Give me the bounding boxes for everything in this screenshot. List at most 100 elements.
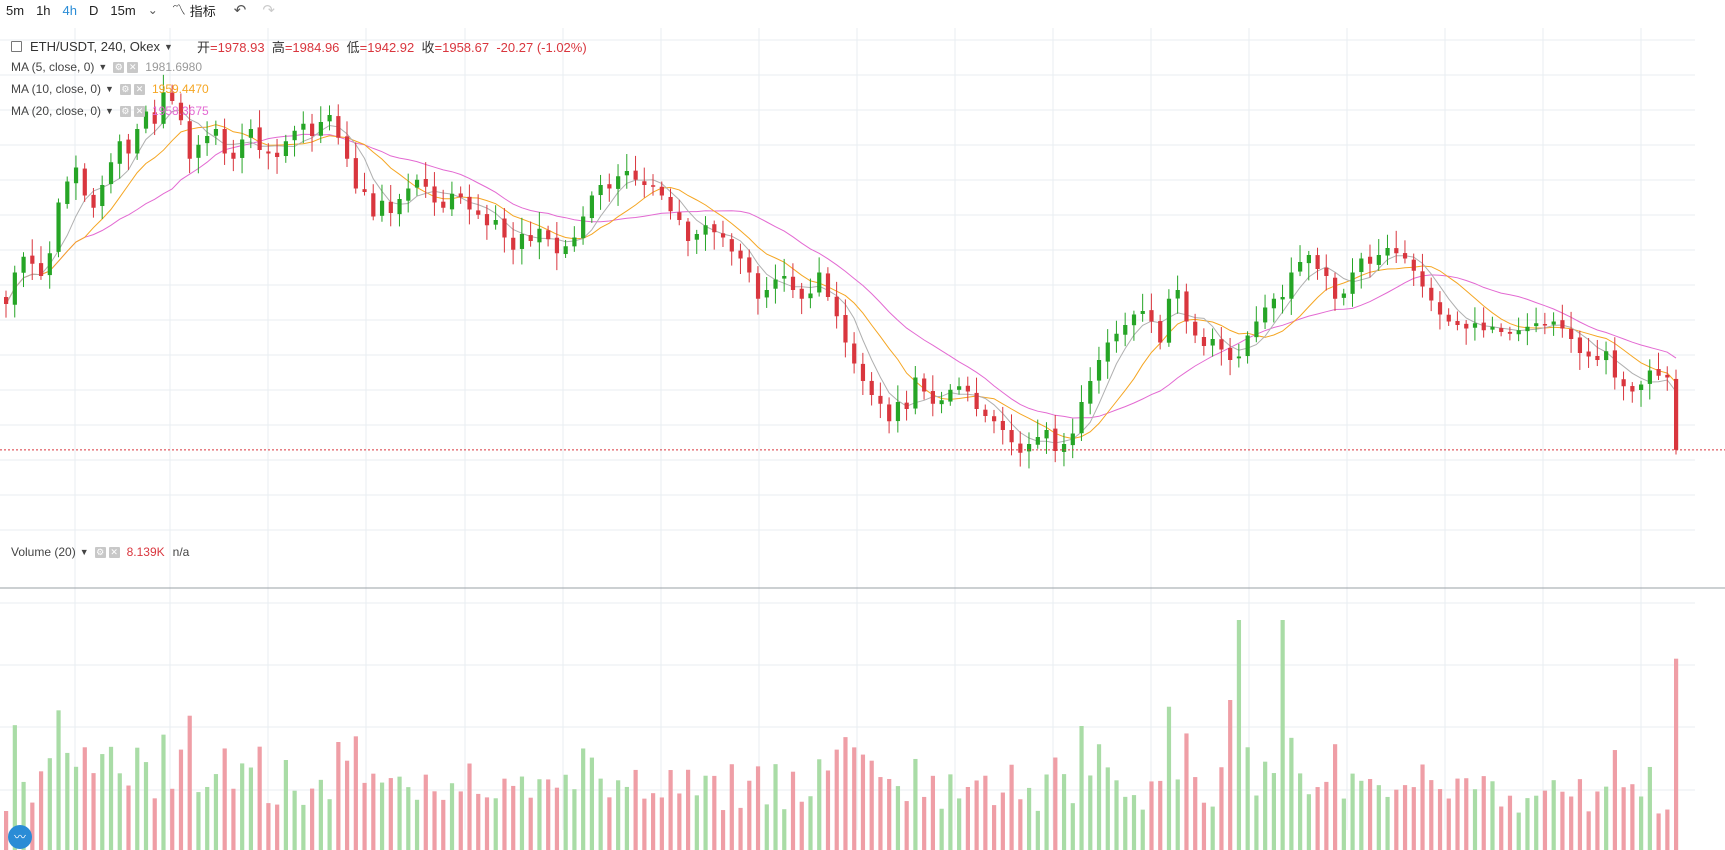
open-value: 1978.93 [217,40,265,55]
candle-body [537,228,542,243]
candle-body [1534,323,1539,327]
volume-bar [1385,796,1390,850]
candle-body [196,144,201,158]
ma10-label[interactable]: MA (10, close, 0) [11,82,102,96]
volume-bar [720,810,726,850]
chevron-down-icon[interactable]: ▼ [79,547,89,557]
settings-icon[interactable]: ⚙ [119,105,131,117]
volume-bar [1560,791,1565,850]
candle-body [1665,374,1670,378]
candle-body [187,121,192,159]
candle-body [82,168,87,196]
candle-body [91,194,96,208]
candle-body [633,170,638,180]
candle-body [467,196,472,210]
candle-body [895,402,901,422]
close-icon[interactable]: ✕ [108,546,120,558]
candle-body [668,196,673,212]
candle-body [1402,253,1408,259]
candle-body [152,112,157,124]
candle-body [484,214,490,226]
change-value: -20.27 (-1.02%) [496,40,587,55]
candle-body [528,235,533,241]
price-chart[interactable] [0,20,1725,850]
volume-legend: Volume (20) ▼ ⚙ ✕ 8.139K n/a [11,545,189,559]
volume-bar [1298,773,1303,850]
settings-icon[interactable]: ⚙ [94,546,106,558]
settings-icon[interactable]: ⚙ [119,83,131,95]
volume-bar [1088,775,1093,850]
low-label: 低 [346,40,360,55]
timeframe-5m[interactable]: 5m [6,2,25,18]
candle-body [1009,430,1014,443]
volume-bar [73,766,79,850]
settings-icon[interactable]: ⚙ [113,61,125,73]
volume-bar [1481,776,1486,850]
candle-body [1035,437,1040,445]
timeframe-4h[interactable]: 4h [62,2,77,18]
chevron-down-icon[interactable]: ▼ [105,106,114,116]
symbol-name[interactable]: ETH/USDT, 240, Okex [30,39,161,54]
candle-body [834,296,839,317]
candle-body [1315,255,1320,269]
candle-body [1219,339,1224,350]
open-label: 开 [196,40,210,55]
candle-body [353,158,358,189]
timeframe-1h[interactable]: 1h [36,2,51,18]
ma20-label[interactable]: MA (20, close, 0) [11,104,102,118]
volume-bar [257,746,262,850]
indicators-button[interactable]: 〽 指标 [164,0,224,20]
candle-body [572,237,577,247]
volume-bar [1490,781,1495,850]
candle-body [878,395,883,404]
candle-body [397,199,402,215]
timeframe-15m[interactable]: 15m [110,2,136,18]
volume-bar [441,799,446,850]
undo-icon[interactable]: ↶ [233,2,247,19]
candle-body [449,193,455,210]
candle-body [1621,379,1626,387]
volume-bar [1665,809,1670,850]
timeframe-d[interactable]: D [89,2,99,18]
volume-bar [1096,744,1102,850]
volume-label[interactable]: Volume (20) [11,545,76,559]
volume-bar [310,788,315,850]
candle-body [939,400,944,405]
ma5-label[interactable]: MA (5, close, 0) [11,60,95,74]
collapse-icon[interactable] [11,41,22,52]
close-icon[interactable]: ✕ [133,83,145,95]
chevron-down-icon[interactable]: ▼ [164,41,173,52]
volume-bar [1324,781,1329,850]
candle-body [1044,430,1049,439]
candle-body [1647,370,1652,384]
ma5-legend: MA (5, close, 0) ▼ ⚙ ✕ 1981.6980 [11,60,202,74]
candle-body [406,188,411,201]
chevron-down-icon[interactable]: ▼ [105,84,114,94]
candle-body [1018,443,1023,453]
candle-body [519,234,525,249]
close-icon[interactable]: ✕ [127,61,139,73]
candle-body [1639,384,1644,391]
ma20-value: 1958.3675 [151,104,209,118]
candle-body [581,216,586,239]
ma10-legend: MA (10, close, 0) ▼ ⚙ ✕ 1959.4470 [11,82,209,96]
candle-body [135,129,140,154]
candle-body [825,273,831,297]
volume-bar [484,797,490,850]
candle-body [694,234,699,240]
volume-bar [1053,757,1058,850]
volume-bar [213,774,219,850]
volume-bar [790,771,796,850]
candle-body [1096,360,1102,381]
volume-bar [178,749,184,850]
candle-body [589,195,595,219]
chevron-down-icon[interactable]: ⌄ [147,3,158,17]
volume-bar [808,796,813,850]
close-icon[interactable]: ✕ [133,105,145,117]
volume-bar [887,778,892,850]
volume-bar [1394,789,1399,850]
candle-body [502,218,507,238]
ma20-legend: MA (20, close, 0) ▼ ⚙ ✕ 1958.3675 [11,104,209,118]
chevron-down-icon[interactable]: ▼ [98,62,108,72]
tradingview-logo-icon[interactable]: 〰 [8,825,32,849]
